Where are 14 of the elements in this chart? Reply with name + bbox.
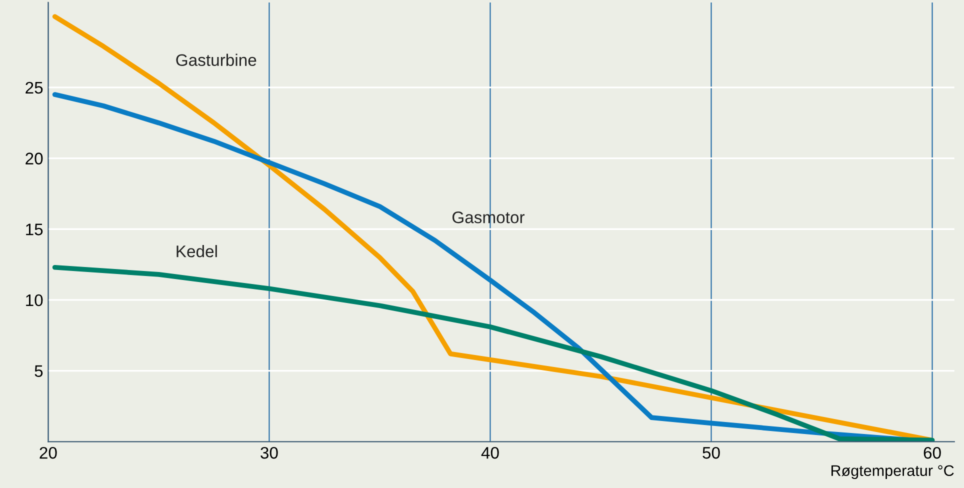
y-tick-label: 5 [34, 365, 43, 378]
series-label: Gasturbine [176, 54, 256, 66]
x-tick-label: 40 [481, 446, 499, 459]
x-tick-label: 20 [40, 446, 57, 459]
y-tick-label: 10 [26, 294, 43, 306]
y-tick-label: 25 [26, 82, 43, 94]
series-label: Kedel [176, 245, 217, 258]
x-axis-title: Røgtemperatur °C [832, 465, 954, 480]
line-series [52, 264, 935, 442]
x-tick-label: 50 [702, 446, 720, 459]
y-tick-label: 20 [26, 152, 43, 164]
x-tick-label: 60 [924, 446, 941, 459]
y-tick-label: 15 [26, 224, 43, 236]
x-tick-label: 30 [260, 446, 278, 459]
